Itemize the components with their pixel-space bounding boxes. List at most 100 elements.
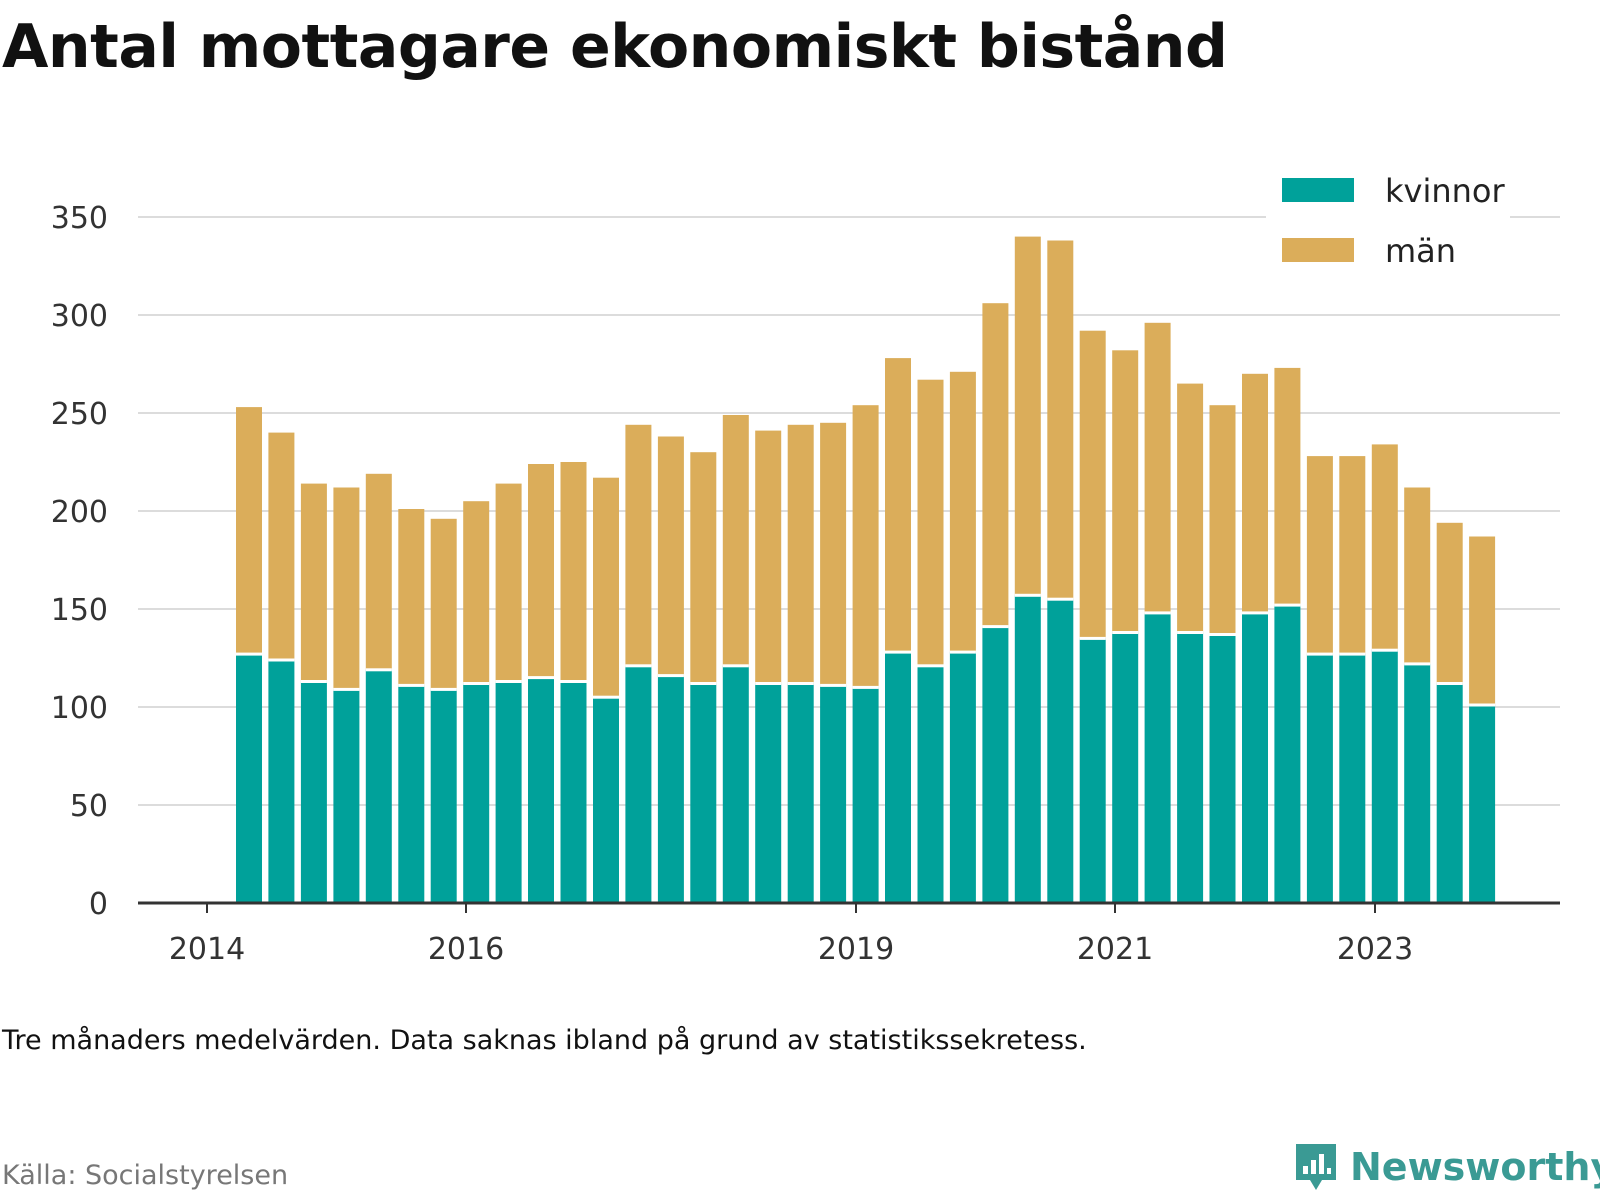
bar-kvinnor-1 (268, 660, 295, 903)
x-tick-label: 2014 (169, 932, 245, 967)
bar-separator (690, 682, 717, 685)
bar-separator (949, 650, 976, 654)
bar-kvinnor-13 (657, 675, 684, 903)
bar-separator (982, 625, 1009, 629)
bar-separator (1242, 611, 1268, 615)
bar-separator (657, 674, 684, 678)
y-tick-label: 350 (51, 201, 108, 236)
bar-man-36 (1404, 487, 1431, 664)
bar-man-27 (1112, 350, 1139, 633)
bar-separator (1436, 682, 1463, 685)
bar-kvinnor-9 (528, 677, 554, 903)
bar-man-35 (1371, 444, 1398, 651)
bar-man-31 (1242, 373, 1268, 613)
x-tick-label: 2023 (1337, 932, 1413, 967)
bar-separator (1079, 636, 1106, 640)
bar-separator (1177, 631, 1204, 634)
bar-man-34 (1339, 456, 1366, 655)
bar-separator (755, 682, 782, 685)
bar-man-14 (690, 452, 717, 684)
y-tick-label: 250 (51, 397, 108, 432)
bar-man-2 (300, 483, 327, 682)
bar-man-19 (852, 405, 879, 688)
bar-separator (333, 687, 360, 691)
bar-kvinnor-14 (690, 683, 717, 903)
bar-kvinnor-23 (982, 626, 1009, 903)
bar-separator (1209, 633, 1236, 636)
bar-kvinnor-11 (593, 697, 619, 903)
bar-kvinnor-2 (300, 681, 327, 903)
bar-kvinnor-8 (495, 681, 522, 903)
bar-man-33 (1306, 456, 1333, 655)
bar-kvinnor-0 (236, 654, 262, 903)
bar-man-5 (398, 509, 425, 686)
bar-separator (625, 664, 652, 668)
bar-kvinnor-27 (1112, 632, 1139, 903)
bar-man-23 (982, 303, 1009, 627)
bar-separator (300, 680, 327, 683)
stacked-bar-chart: 0 50 100 150 200 250 300 350 2014 2016 2019 2021 202… (51, 168, 1560, 967)
axes: 0 50 100 150 200 250 300 350 2014 2016 2019 2021 202… (51, 201, 1560, 967)
bar-separator (593, 695, 619, 699)
bar-separator (268, 658, 295, 662)
bar-man-20 (885, 358, 911, 653)
bar-kvinnor-31 (1242, 612, 1268, 903)
bar-separator (1339, 652, 1366, 656)
y-tick-label: 50 (70, 789, 108, 824)
bar-kvinnor-25 (1047, 599, 1074, 903)
bar-man-3 (333, 487, 360, 690)
bar-separator (1371, 648, 1398, 652)
bar-man-22 (949, 371, 976, 653)
bar-man-32 (1274, 367, 1301, 606)
bar-man-28 (1144, 322, 1171, 613)
bar-man-38 (1469, 536, 1496, 706)
bar-kvinnor-21 (917, 665, 944, 903)
bar-man-30 (1209, 405, 1236, 635)
bar-kvinnor-35 (1371, 650, 1398, 903)
bar-kvinnor-26 (1079, 638, 1106, 903)
y-tick-label: 150 (51, 593, 108, 628)
x-tick-label: 2021 (1077, 932, 1153, 967)
bar-kvinnor-3 (333, 689, 360, 903)
bar-separator (495, 680, 522, 683)
bar-separator (1274, 603, 1301, 607)
bar-man-13 (657, 436, 684, 676)
bar-man-29 (1177, 383, 1204, 633)
bar-separator (1306, 652, 1333, 656)
bar-kvinnor-37 (1436, 683, 1463, 903)
chart-title: Antal mottagare ekonomiskt bistånd (2, 12, 1228, 82)
bar-separator (398, 683, 425, 687)
bar-kvinnor-34 (1339, 654, 1366, 903)
brand-name: Newsworthy (1350, 1145, 1600, 1189)
bar-man-12 (625, 424, 652, 666)
brand-logo: Newsworthy (1292, 1140, 1600, 1194)
bar-separator (1469, 703, 1496, 707)
bar-man-0 (236, 407, 262, 655)
bar-man-15 (722, 415, 749, 666)
bar-man-37 (1436, 522, 1463, 684)
legend-swatch-man (1282, 238, 1354, 262)
bar-kvinnor-5 (398, 685, 425, 903)
bar-separator (917, 664, 944, 668)
bar-man-21 (917, 379, 944, 666)
legend-label-man: män (1385, 232, 1456, 270)
bar-kvinnor-7 (463, 683, 490, 903)
bar-man-16 (755, 430, 782, 684)
bar-separator (560, 680, 587, 683)
bar-kvinnor-12 (625, 665, 652, 903)
bar-separator (1112, 631, 1139, 634)
y-tick-label: 100 (51, 691, 108, 726)
bar-man-18 (820, 422, 847, 686)
bar-kvinnor-17 (787, 683, 814, 903)
bar-kvinnor-10 (560, 681, 587, 903)
bar-separator (787, 682, 814, 685)
bar-man-8 (495, 483, 522, 682)
bar-separator (885, 650, 911, 654)
bars (236, 236, 1496, 903)
newsworthy-logo-icon (1296, 1144, 1336, 1190)
bar-man-4 (365, 473, 392, 670)
bar-kvinnor-4 (365, 669, 392, 903)
bar-man-10 (560, 462, 587, 682)
bar-kvinnor-28 (1144, 612, 1171, 903)
bar-kvinnor-19 (852, 687, 879, 903)
